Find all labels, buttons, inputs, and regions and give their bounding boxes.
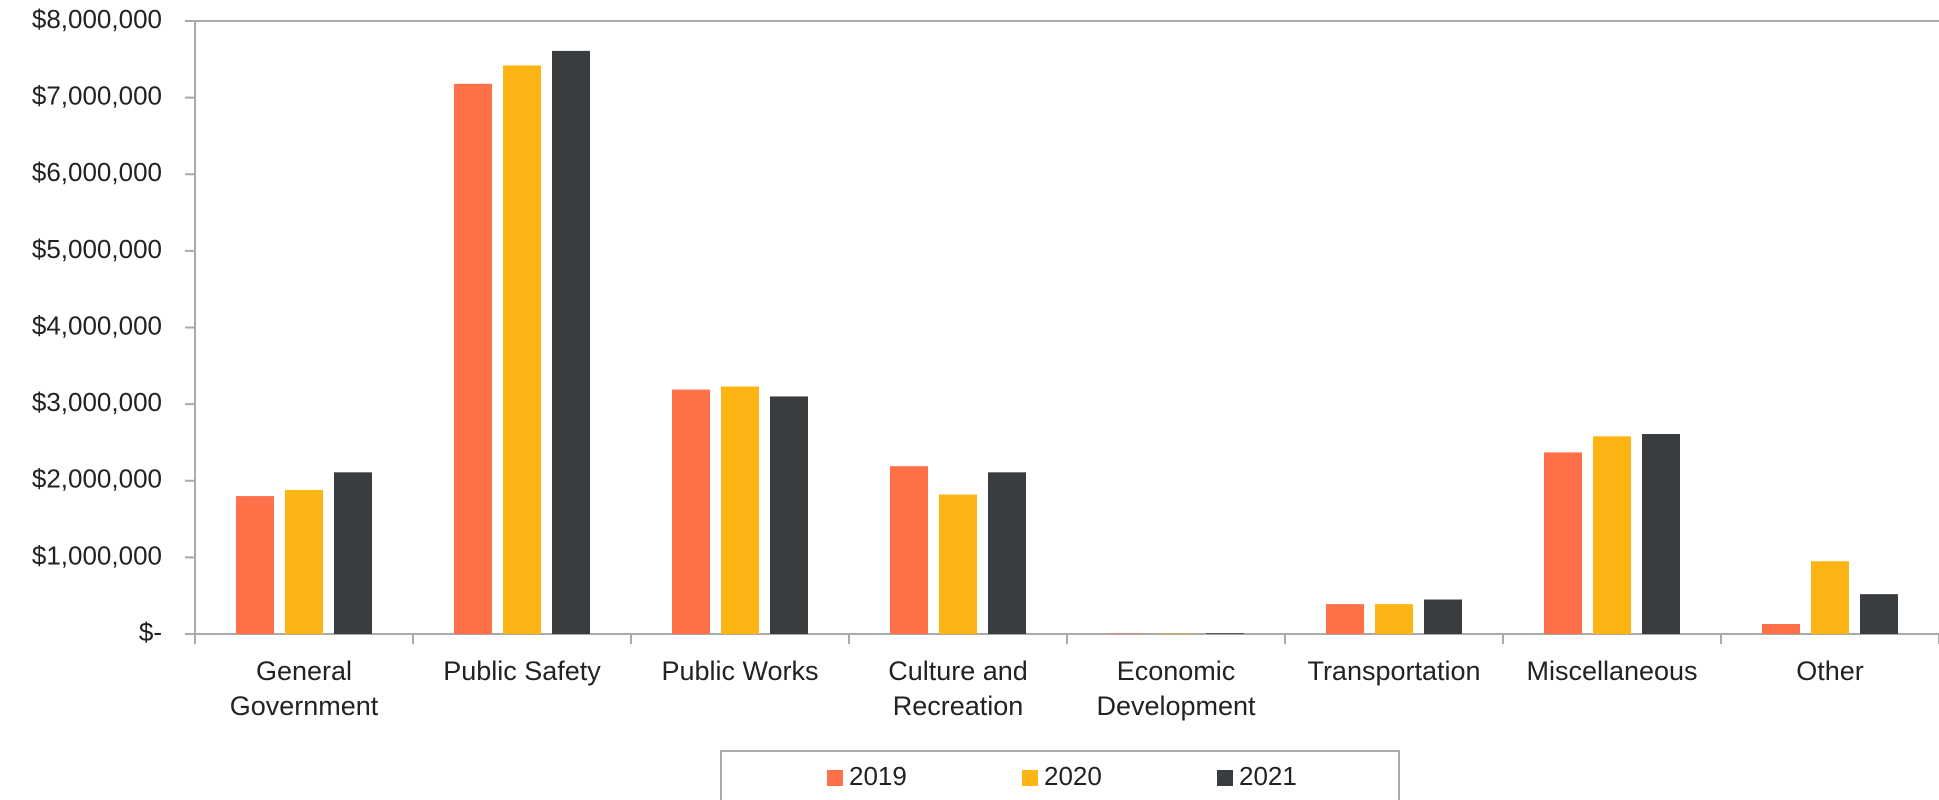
- bar: [1157, 633, 1195, 635]
- bar: [1424, 599, 1462, 634]
- bar: [939, 494, 977, 634]
- bar: [1544, 452, 1582, 634]
- bar: [503, 65, 541, 634]
- y-tick-label: $2,000,000: [32, 464, 162, 494]
- legend-label: 2019: [849, 761, 907, 791]
- legend-label: 2021: [1239, 761, 1297, 791]
- bar: [552, 50, 590, 635]
- y-tick-label: $8,000,000: [32, 4, 162, 34]
- bar: [672, 389, 710, 634]
- x-tick-label: Public Safety: [443, 656, 601, 686]
- y-tick-label: $6,000,000: [32, 157, 162, 187]
- bar: [1642, 434, 1680, 634]
- legend-box: [720, 750, 1400, 800]
- y-tick-label: $7,000,000: [32, 81, 162, 111]
- legend-label: 2020: [1044, 761, 1102, 791]
- x-tick-label: Transportation: [1307, 656, 1481, 686]
- bar: [988, 472, 1026, 634]
- bar: [890, 466, 928, 634]
- x-tick-label: Culture and Recreation: [888, 656, 1028, 721]
- legend-swatch: [1217, 770, 1233, 786]
- bar: [1762, 624, 1800, 634]
- x-tick-label: Other: [1796, 656, 1864, 686]
- y-tick-label: $-: [139, 617, 162, 647]
- legend-swatch: [1022, 770, 1038, 786]
- x-tick-label: Public Works: [661, 656, 819, 686]
- y-tick-label: $1,000,000: [32, 540, 162, 570]
- y-tick-label: $3,000,000: [32, 387, 162, 417]
- bar: [285, 489, 323, 634]
- bar: [1206, 633, 1244, 634]
- x-tick-label: Economic Development: [1096, 656, 1256, 721]
- bar: [454, 83, 492, 634]
- y-tick-label: $5,000,000: [32, 234, 162, 264]
- legend-swatch: [827, 770, 843, 786]
- bar: [1811, 561, 1849, 634]
- x-tick-label: General Government: [229, 656, 379, 721]
- y-tick-label: $4,000,000: [32, 310, 162, 340]
- bar: [334, 472, 372, 634]
- bar: [1860, 594, 1898, 634]
- bar: [1326, 604, 1364, 634]
- bar: [1375, 604, 1413, 634]
- bar: [1108, 633, 1146, 635]
- bar: [721, 386, 759, 634]
- bar: [236, 496, 274, 634]
- x-tick-label: Miscellaneous: [1526, 656, 1698, 686]
- bar: [770, 396, 808, 634]
- bar: [1593, 436, 1631, 634]
